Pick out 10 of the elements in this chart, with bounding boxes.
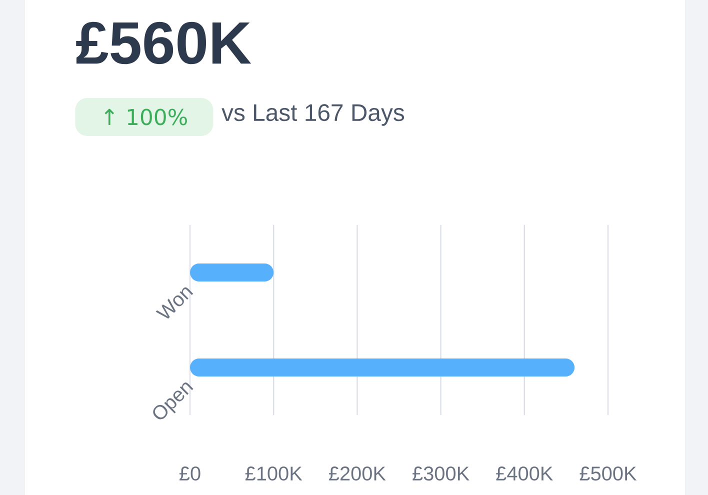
chart-subtitle: vs Last 167 Days [222, 104, 404, 126]
chart-title: £560K [76, 22, 252, 64]
x-tick-label: £100K [245, 466, 302, 481]
x-tick-label: £400K [496, 466, 553, 481]
text: ↑ 100% [104, 108, 187, 126]
y-tick-label: Won [156, 287, 194, 319]
x-tick-label: £500K [580, 466, 637, 481]
x-tick-label: £200K [328, 466, 386, 481]
x-tick-label: £0 [179, 466, 200, 481]
x-tick-label: £300K [412, 466, 470, 481]
